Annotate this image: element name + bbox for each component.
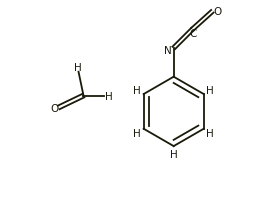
Text: H: H (170, 149, 177, 159)
Text: H: H (74, 63, 81, 73)
Text: O: O (50, 104, 59, 114)
Text: H: H (133, 86, 141, 96)
Text: H: H (105, 91, 113, 101)
Text: H: H (206, 86, 214, 96)
Text: O: O (213, 7, 221, 17)
Text: C: C (190, 29, 197, 39)
Text: H: H (206, 128, 214, 138)
Text: H: H (133, 128, 141, 138)
Text: N: N (164, 45, 172, 55)
